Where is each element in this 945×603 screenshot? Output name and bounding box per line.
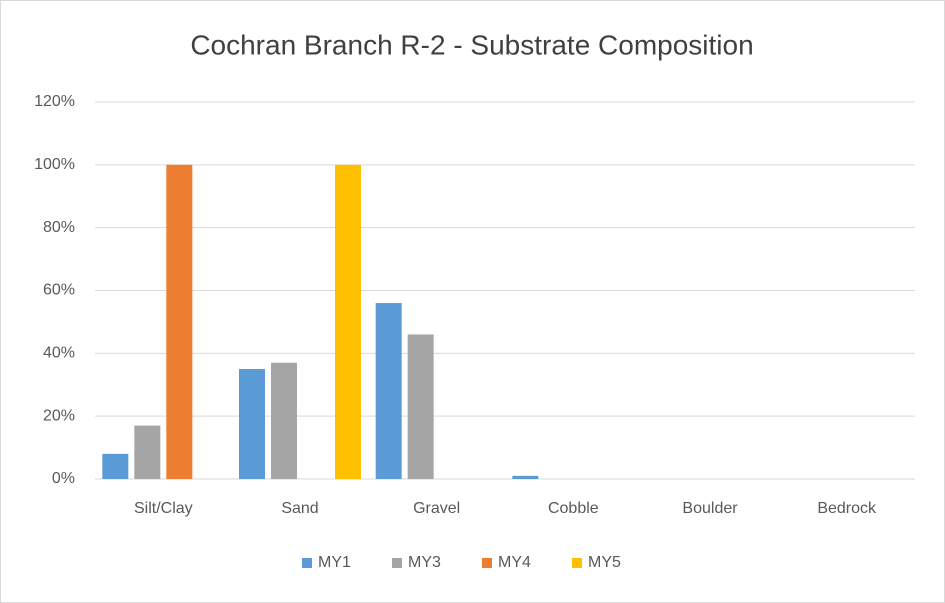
legend-label: MY4 bbox=[498, 554, 531, 571]
x-tick-label: Gravel bbox=[413, 500, 460, 517]
legend-label: MY1 bbox=[318, 554, 351, 571]
y-tick-label: 80% bbox=[43, 219, 75, 236]
legend-label: MY3 bbox=[408, 554, 441, 571]
x-tick-label: Boulder bbox=[682, 500, 738, 517]
bar bbox=[239, 369, 265, 479]
bar bbox=[134, 425, 161, 479]
bar bbox=[375, 303, 402, 479]
y-tick-label: 0% bbox=[52, 470, 75, 487]
y-tick-label: 20% bbox=[43, 407, 75, 424]
bar bbox=[407, 334, 434, 479]
y-tick-label: 120% bbox=[34, 93, 75, 110]
legend-swatch bbox=[392, 558, 402, 568]
legend-swatch bbox=[572, 558, 582, 568]
y-tick-label: 60% bbox=[43, 282, 75, 299]
x-tick-label: Sand bbox=[281, 500, 318, 517]
legend-swatch bbox=[302, 558, 312, 568]
bar bbox=[335, 164, 361, 480]
x-tick-label: Silt/Clay bbox=[134, 500, 193, 517]
chart-title: Cochran Branch R-2 - Substrate Compositi… bbox=[190, 29, 753, 60]
y-tick-label: 40% bbox=[43, 345, 75, 362]
bar bbox=[166, 164, 193, 480]
bar bbox=[512, 475, 539, 479]
x-tick-label: Cobble bbox=[548, 500, 599, 517]
bar bbox=[271, 362, 297, 479]
y-tick-label: 100% bbox=[34, 156, 75, 173]
legend-label: MY5 bbox=[588, 554, 621, 571]
x-tick-label: Bedrock bbox=[817, 500, 877, 517]
bar bbox=[102, 453, 129, 479]
legend-swatch bbox=[482, 558, 492, 568]
